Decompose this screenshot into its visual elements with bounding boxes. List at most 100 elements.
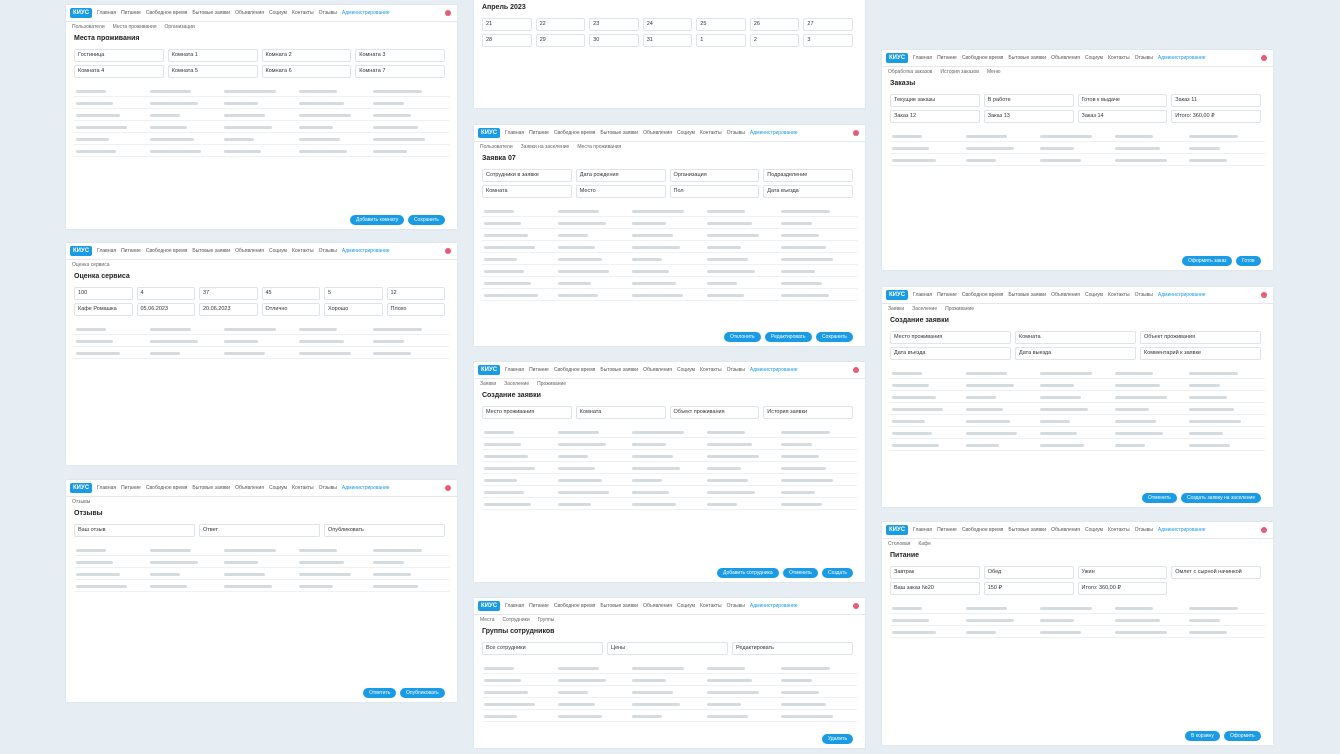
nav-item[interactable]: Питание (121, 485, 141, 491)
nav-item[interactable]: Питание (937, 55, 957, 61)
button[interactable]: Сохранить (816, 332, 853, 342)
tab[interactable]: Кафе (918, 541, 931, 547)
nav-item[interactable]: Администрирование (341, 485, 390, 491)
nav-item[interactable]: Администрирование (749, 603, 798, 609)
nav-item[interactable]: Социум (269, 485, 287, 491)
nav-item[interactable]: Администрирование (1157, 527, 1206, 533)
logo[interactable]: КИУС (886, 53, 909, 63)
tab[interactable]: Места проживания (112, 24, 157, 30)
nav-item[interactable]: Бытовые заявки (600, 130, 639, 136)
nav-item[interactable]: Отзывы (1134, 292, 1153, 298)
nav-item[interactable]: Главная (505, 603, 525, 609)
tab[interactable]: Пользователи (480, 144, 513, 150)
tab[interactable]: Меню (986, 69, 1001, 75)
button[interactable]: Редактировать (765, 332, 812, 342)
button[interactable]: Опубликовать (400, 688, 445, 698)
nav-item[interactable]: Контакты (291, 10, 314, 16)
nav-item[interactable]: Свободное время (145, 485, 188, 491)
nav-item[interactable]: Объявления (643, 367, 673, 373)
nav-item[interactable]: Отзывы (726, 130, 745, 136)
button[interactable]: Удалить (822, 734, 854, 744)
nav-item[interactable]: Социум (269, 10, 287, 16)
nav-item[interactable]: Отзывы (726, 603, 745, 609)
tab[interactable]: Заявки (480, 381, 497, 387)
nav-item[interactable]: Администрирование (1157, 55, 1206, 61)
logo[interactable]: КИУС (886, 290, 909, 300)
nav-item[interactable]: Свободное время (553, 130, 596, 136)
button[interactable]: Добавить комнату (350, 215, 405, 225)
tab[interactable]: Проживание (945, 306, 975, 312)
nav-item[interactable]: Отзывы (318, 10, 337, 16)
button[interactable]: Создать заявку на заселение (1181, 493, 1262, 503)
logo[interactable]: КИУС (478, 128, 501, 138)
nav-item[interactable]: Отзывы (1134, 55, 1153, 61)
tab[interactable]: Организации (164, 24, 195, 30)
nav-item[interactable]: Главная (913, 527, 933, 533)
nav-item[interactable]: Контакты (699, 603, 722, 609)
nav-item[interactable]: Свободное время (961, 292, 1004, 298)
tab[interactable]: Оценка сервиса (72, 262, 110, 268)
nav-item[interactable]: Главная (913, 292, 933, 298)
nav-item[interactable]: Питание (529, 367, 549, 373)
nav-item[interactable]: Объявления (1051, 55, 1081, 61)
logo[interactable]: КИУС (478, 365, 501, 375)
nav-item[interactable]: Питание (121, 248, 141, 254)
button[interactable]: Отклонить (724, 332, 761, 342)
nav-item[interactable]: Администрирование (749, 367, 798, 373)
nav-item[interactable]: Свободное время (145, 10, 188, 16)
nav-item[interactable]: Бытовые заявки (192, 10, 231, 16)
nav-item[interactable]: Контакты (1107, 55, 1130, 61)
nav-item[interactable]: Контакты (1107, 527, 1130, 533)
nav-item[interactable]: Социум (269, 248, 287, 254)
nav-item[interactable]: Администрирование (749, 130, 798, 136)
button[interactable]: Оформить заказ (1182, 256, 1233, 266)
button[interactable]: Сохранить (408, 215, 445, 225)
nav-item[interactable]: Социум (677, 130, 695, 136)
nav-item[interactable]: Администрирование (341, 248, 390, 254)
nav-item[interactable]: Отзывы (318, 485, 337, 491)
button[interactable]: Отменить (1142, 493, 1177, 503)
tab[interactable]: Группы (537, 617, 555, 623)
logo[interactable]: КИУС (886, 525, 909, 535)
button[interactable]: Оформить (1224, 731, 1261, 741)
nav-item[interactable]: Бытовые заявки (1008, 55, 1047, 61)
nav-item[interactable]: Питание (529, 603, 549, 609)
nav-item[interactable]: Объявления (235, 248, 265, 254)
nav-item[interactable]: Главная (97, 10, 117, 16)
button[interactable]: Добавить сотрудника (717, 568, 779, 578)
nav-item[interactable]: Социум (1085, 292, 1103, 298)
logo[interactable]: КИУС (478, 601, 501, 611)
nav-item[interactable]: Свободное время (961, 527, 1004, 533)
nav-item[interactable]: Отзывы (318, 248, 337, 254)
tab[interactable]: Заявки (888, 306, 905, 312)
logo[interactable]: КИУС (70, 483, 93, 493)
nav-item[interactable]: Свободное время (961, 55, 1004, 61)
nav-item[interactable]: Объявления (235, 485, 265, 491)
nav-item[interactable]: Питание (529, 130, 549, 136)
tab[interactable]: Столовая (888, 541, 911, 547)
nav-item[interactable]: Свободное время (145, 248, 188, 254)
tab[interactable]: Места (480, 617, 495, 623)
tab[interactable]: Заселение (912, 306, 938, 312)
nav-item[interactable]: Объявления (643, 603, 673, 609)
nav-item[interactable]: Контакты (291, 485, 314, 491)
button[interactable]: В корзину (1185, 731, 1220, 741)
tab[interactable]: Заявки на заселение (520, 144, 570, 150)
nav-item[interactable]: Объявления (1051, 527, 1081, 533)
nav-item[interactable]: Социум (1085, 55, 1103, 61)
nav-item[interactable]: Бытовые заявки (192, 248, 231, 254)
nav-item[interactable]: Объявления (235, 10, 265, 16)
tab[interactable]: Места проживания (577, 144, 622, 150)
nav-item[interactable]: Бытовые заявки (192, 485, 231, 491)
tab[interactable]: Обработка заказов (888, 69, 933, 75)
nav-item[interactable]: Питание (121, 10, 141, 16)
nav-item[interactable]: Отзывы (726, 367, 745, 373)
button[interactable]: Готов (1236, 256, 1261, 266)
nav-item[interactable]: Бытовые заявки (600, 603, 639, 609)
tab[interactable]: Проживание (537, 381, 567, 387)
nav-item[interactable]: Контакты (291, 248, 314, 254)
tab[interactable]: Заселение (504, 381, 530, 387)
logo[interactable]: КИУС (70, 246, 93, 256)
nav-item[interactable]: Бытовые заявки (600, 367, 639, 373)
nav-item[interactable]: Главная (913, 55, 933, 61)
